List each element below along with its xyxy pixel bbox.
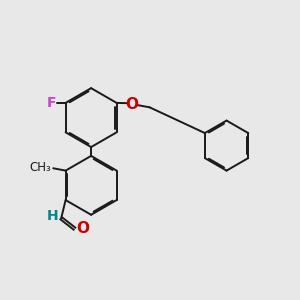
Text: O: O [125,97,138,112]
Text: CH₃: CH₃ [30,161,52,175]
Text: O: O [76,221,89,236]
Text: F: F [47,96,56,110]
Text: H: H [47,209,59,223]
